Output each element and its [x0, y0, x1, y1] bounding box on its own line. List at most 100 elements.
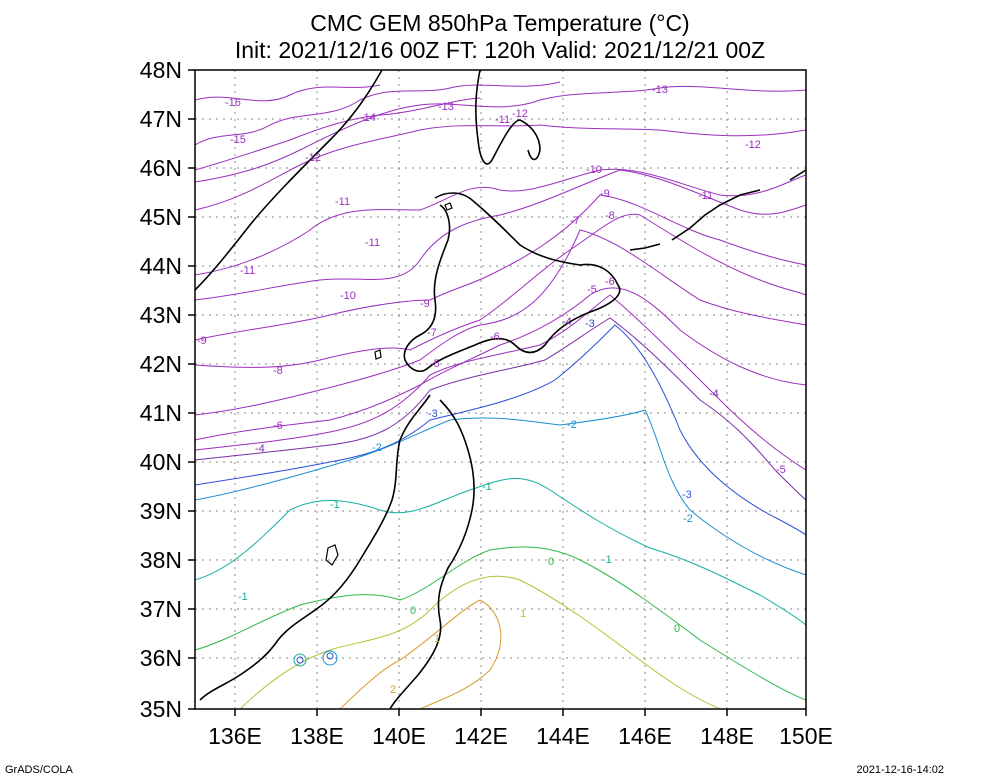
- lon-label: 140E: [372, 723, 426, 749]
- isotherms: [194, 81, 807, 710]
- contour-label: -3: [585, 318, 595, 330]
- lat-label: 35N: [140, 696, 182, 722]
- isotherm-minus14: [194, 97, 481, 171]
- contour-label: -14: [360, 112, 376, 124]
- map-subtitle: Init: 2021/12/16 00Z FT: 120h Valid: 202…: [234, 37, 766, 63]
- lat-label: 46N: [140, 155, 182, 181]
- latitude-labels: 48N 47N 46N 45N 44N 43N 42N 41N 40N 39N …: [140, 57, 182, 722]
- contour-label: -11: [698, 190, 713, 202]
- lat-label: 39N: [140, 498, 182, 524]
- lat-label: 37N: [140, 596, 182, 622]
- contour-label: -1: [238, 591, 248, 603]
- contour-label: -4: [709, 388, 719, 400]
- contour-label: -10: [586, 164, 602, 176]
- lon-label: 136E: [208, 723, 262, 749]
- lon-label: 150E: [779, 723, 833, 749]
- coast-honshu-east: [389, 399, 475, 710]
- lat-label: 41N: [140, 400, 182, 426]
- longitude-labels: 136E 138E 140E 142E 144E 146E 148E 150E: [208, 723, 833, 749]
- lon-label: 144E: [536, 723, 590, 749]
- contour-label: -5: [587, 284, 597, 296]
- coast-asia-mainland: [194, 69, 383, 291]
- contour-label: -4: [562, 316, 572, 328]
- lat-label: 48N: [140, 57, 182, 83]
- isotherm-minus16: [194, 84, 381, 102]
- isotherm-minus10: [194, 169, 807, 301]
- contour-label: -13: [438, 101, 454, 113]
- isotherm-minus7: [194, 229, 807, 416]
- contour-label: -1: [602, 554, 612, 566]
- isotherm-closed-loop: [296, 656, 304, 664]
- isotherm-closed-loop: [326, 652, 334, 660]
- isotherm-minus1: [194, 477, 807, 626]
- lon-label: 138E: [290, 723, 344, 749]
- contour-label: -7: [427, 327, 437, 339]
- isotherm-minus3: [194, 324, 807, 536]
- isotherm-minus13: [194, 85, 807, 183]
- isotherm-minus5: [194, 294, 807, 471]
- contour-label: 2: [390, 684, 396, 696]
- lat-label: 47N: [140, 106, 182, 132]
- lat-label: 45N: [140, 204, 182, 230]
- lon-label: 142E: [454, 723, 508, 749]
- contour-label: -6: [605, 276, 615, 288]
- isotherm-minus8: [194, 213, 807, 368]
- lon-label: 148E: [700, 723, 754, 749]
- contour-label: -5: [776, 464, 786, 476]
- isotherm-minus2: [194, 409, 807, 576]
- isotherm-minus11: [194, 168, 807, 276]
- axis-ticks: [188, 69, 807, 716]
- contour-label: -8: [273, 365, 283, 377]
- contour-label: -3: [682, 489, 692, 501]
- footer-timestamp: 2021-12-16-14:02: [856, 764, 944, 776]
- island-okushiri: [374, 349, 382, 360]
- contour-label: -6: [273, 420, 283, 432]
- isotherm-minus12: [194, 124, 807, 211]
- lat-label: 38N: [140, 547, 182, 573]
- contour-label: -6: [490, 331, 500, 343]
- contour-label: -2: [372, 442, 382, 454]
- contour-label: -11: [240, 265, 255, 277]
- island-rishiri: [444, 202, 453, 211]
- contour-label: -11: [335, 196, 350, 208]
- coast-honshu-north: [199, 394, 431, 701]
- contour-label: 1: [520, 608, 526, 620]
- coastal-islands: [325, 202, 453, 566]
- coast-kurils: [629, 169, 807, 251]
- contour-label: -7: [570, 215, 580, 227]
- contour-label: -9: [197, 335, 207, 347]
- coast-hokkaido: [403, 192, 621, 372]
- lat-label: 36N: [140, 645, 182, 671]
- contour-label: -2: [683, 513, 693, 525]
- contour-label: -12: [512, 108, 528, 120]
- contour-label: -11: [495, 114, 510, 126]
- contour-label: -8: [605, 210, 615, 222]
- contour-label: 0: [674, 623, 680, 635]
- isotherm-minus4: [194, 317, 807, 501]
- map-title: CMC GEM 850hPa Temperature (°C): [310, 10, 690, 36]
- coast-sakhalin: [475, 69, 541, 165]
- isotherm-0: [194, 546, 807, 701]
- isotherm-1: [239, 575, 721, 710]
- footer-software-credit: GrADS/COLA: [5, 764, 73, 776]
- contour-label: 1: [434, 633, 440, 645]
- contour-label: 0: [410, 605, 416, 617]
- contour-labels: -16 -15 -14 -13 -13 -12 -12 -12 -11 -11 …: [197, 84, 786, 696]
- contour-label: 0: [548, 556, 554, 568]
- lat-label: 42N: [140, 351, 182, 377]
- contour-label: -5: [430, 358, 440, 370]
- contour-label: -1: [330, 499, 340, 511]
- lon-label: 146E: [618, 723, 672, 749]
- lat-label: 43N: [140, 302, 182, 328]
- coastlines: [194, 69, 807, 710]
- contour-label: -16: [225, 97, 241, 109]
- contour-label: -3: [428, 408, 438, 420]
- isotherm-closed-loop: [293, 653, 307, 667]
- contour-label: -2: [567, 419, 577, 431]
- isotherm-minus6: [194, 287, 807, 441]
- contour-label: -9: [600, 188, 610, 200]
- contour-label: -4: [255, 443, 265, 455]
- contour-label: -12: [305, 152, 321, 164]
- isotherm-closed-loop: [322, 650, 338, 666]
